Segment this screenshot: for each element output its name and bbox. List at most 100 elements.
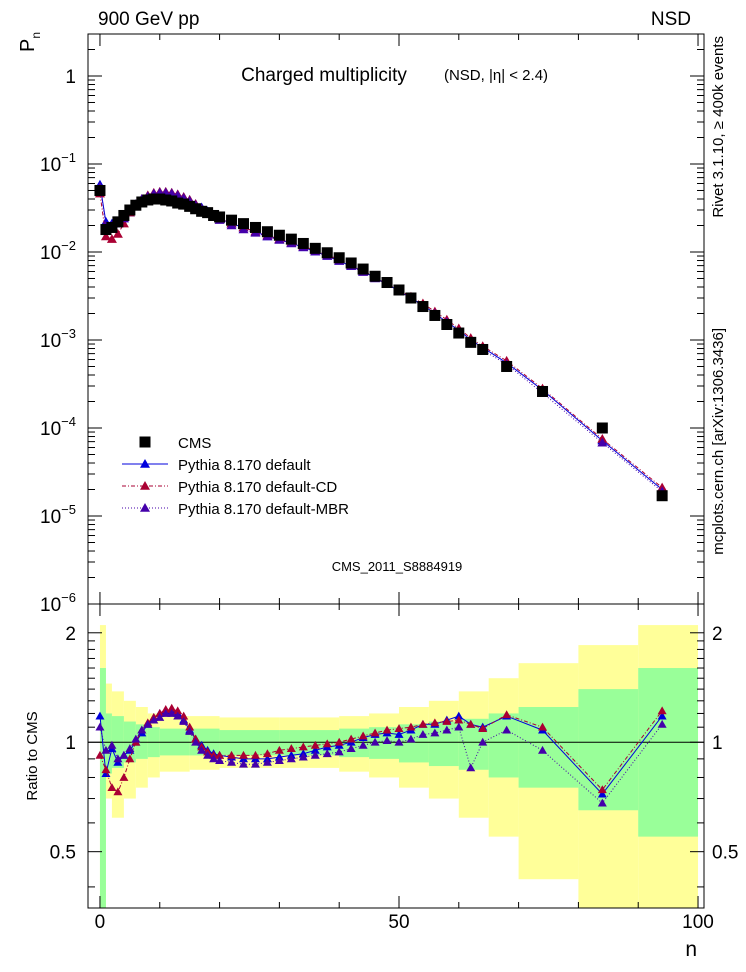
ratio-marker — [173, 706, 183, 715]
ratio-marker — [101, 745, 111, 754]
uncertainty-band-stat — [135, 724, 148, 759]
ratio-marker — [358, 731, 368, 740]
data-point — [136, 196, 148, 208]
data-point — [273, 229, 285, 241]
ratio-marker — [430, 728, 440, 737]
y-tick-label: 10−4 — [40, 414, 76, 440]
ratio-marker — [298, 742, 308, 751]
ratio-marker — [454, 711, 464, 720]
y-tick-base: 10 — [40, 243, 61, 264]
ratio-marker — [227, 757, 237, 766]
ratio-marker — [394, 737, 404, 746]
legend-marker — [140, 459, 150, 468]
ratio-marker — [394, 724, 404, 733]
ratio-frame — [87, 603, 705, 909]
y-tick-base: 10 — [40, 331, 61, 352]
ratio-marker — [418, 730, 428, 738]
ratio-marker — [454, 722, 464, 731]
ratio-marker — [657, 706, 667, 715]
ratio-marker — [322, 739, 332, 748]
ratio-marker — [538, 745, 548, 754]
data-point — [381, 277, 393, 289]
ratio-ylabel: Ratio to CMS — [24, 711, 41, 800]
y-tick-base: 10 — [40, 595, 61, 616]
ratio-tick-label: 0.5 — [50, 843, 76, 864]
y-tick-label: 10−6 — [40, 590, 76, 616]
data-point — [357, 263, 369, 275]
ratio-marker — [238, 759, 248, 768]
top-panel — [88, 33, 704, 605]
ratio-marker — [370, 737, 380, 746]
data-point — [226, 214, 238, 226]
ratio-marker — [657, 719, 667, 728]
data-point — [196, 205, 208, 217]
ratio-marker — [155, 708, 165, 717]
uncertainty-band-stat — [518, 707, 579, 788]
ratio-marker — [274, 756, 284, 765]
ratio-marker — [298, 752, 308, 761]
uncertainty-band-stat — [488, 713, 519, 778]
uncertainty-band-stat — [428, 721, 459, 767]
ratio-marker — [179, 717, 189, 725]
data-point — [100, 224, 112, 236]
ratio-marker — [197, 745, 207, 754]
ratio-tick-label: 1 — [65, 733, 76, 754]
ratio-marker — [119, 750, 129, 759]
ratio-marker — [173, 711, 183, 720]
ratio-marker — [382, 725, 392, 734]
ratio-marker — [209, 754, 219, 763]
series-marker — [597, 437, 608, 447]
y-tick-exponent: −1 — [61, 150, 76, 165]
y-tick-label: 10−5 — [40, 502, 76, 528]
data-point — [118, 209, 130, 221]
ratio-marker — [113, 754, 123, 763]
top-frame — [87, 33, 705, 605]
data-point — [142, 194, 154, 206]
x-tick-label: 100 — [682, 912, 714, 933]
ratio-marker — [286, 744, 296, 753]
ratio-marker — [286, 754, 296, 763]
legend-label: Pythia 8.170 default — [178, 457, 311, 474]
data-point — [202, 207, 214, 219]
data-point — [441, 318, 453, 330]
data-point — [130, 199, 142, 211]
ratio-marker — [95, 722, 105, 731]
ratio-marker — [442, 725, 452, 734]
ratio-marker — [538, 722, 548, 731]
ratio-marker — [161, 708, 171, 717]
header-right: NSD — [651, 9, 691, 30]
ratio-marker — [502, 710, 512, 719]
data-point — [166, 195, 178, 207]
uncertainty-band-stat — [339, 728, 370, 758]
uncertainty-band-stat — [398, 724, 429, 763]
top-ylabel: Pn — [17, 32, 43, 52]
data-point — [345, 257, 357, 269]
data-point — [154, 193, 166, 205]
ratio-marker — [179, 711, 189, 720]
ratio-marker — [262, 749, 272, 758]
ratio-marker — [95, 750, 105, 759]
data-point — [172, 197, 184, 209]
ratio-marker — [191, 737, 201, 746]
data-point — [477, 343, 489, 355]
data-point — [124, 204, 136, 216]
data-point — [249, 221, 261, 233]
ratio-marker — [250, 750, 260, 759]
y-tick-base: 10 — [40, 155, 61, 176]
mcplots-label: mcplots.cern.ch [arXiv:1306.3436] — [710, 328, 727, 555]
data-point — [309, 242, 321, 254]
ratio-marker — [657, 711, 667, 720]
ratio-marker — [310, 750, 320, 759]
legend-marker — [140, 481, 150, 490]
ratio-marker — [95, 711, 105, 720]
y-tick-exponent: −3 — [61, 326, 76, 341]
ratio-tick-label: 2 — [712, 624, 723, 645]
ratio-marker — [597, 785, 607, 794]
ratio-tick-label: 0.5 — [712, 843, 738, 864]
legend-label: Pythia 8.170 default-MBR — [178, 501, 349, 518]
data-point — [178, 198, 190, 210]
ratio-marker — [442, 717, 452, 725]
y-tick-exponent: −6 — [61, 590, 76, 605]
ratio-marker — [137, 725, 147, 734]
